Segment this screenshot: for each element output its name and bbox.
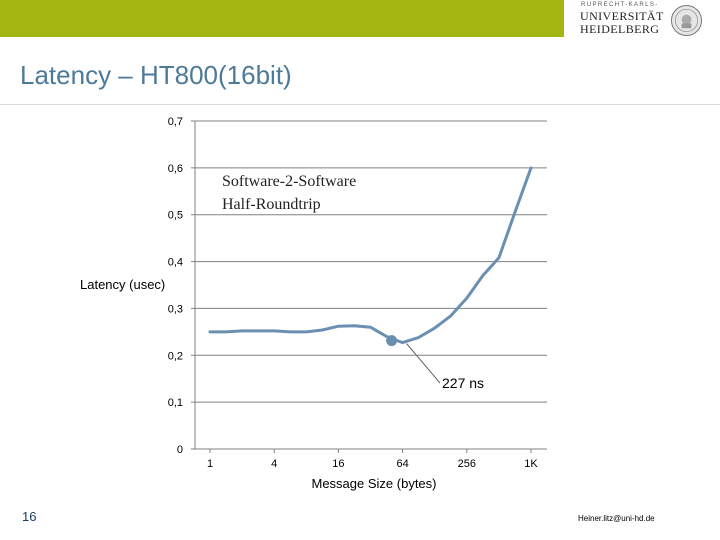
footer-email: Heiner.litz@uni-hd.de bbox=[578, 514, 655, 523]
y-tick-labels: 0 0,1 0,2 0,3 0,4 0,5 0,6 0,7 bbox=[168, 116, 183, 456]
axes bbox=[194, 121, 547, 450]
x-tick-label: 16 bbox=[332, 458, 344, 470]
y-tick-label: 0,7 bbox=[168, 116, 183, 128]
x-axis-title: Message Size (bytes) bbox=[312, 476, 437, 491]
x-tick-label: 64 bbox=[396, 458, 408, 470]
x-tick-label: 256 bbox=[458, 458, 476, 470]
y-tick-label: 0,5 bbox=[168, 210, 183, 222]
university-logo: RUPRECHT-KARLS- UNIVERSITÄT HEIDELBERG bbox=[578, 2, 718, 38]
header-bar bbox=[0, 0, 564, 37]
y-tick-label: 0,6 bbox=[168, 163, 183, 175]
annotations: Software-2-Software Half-Roundtrip 227 n… bbox=[222, 173, 484, 391]
latency-series-line bbox=[208, 166, 533, 345]
chart-annotation-line-1: Software-2-Software bbox=[222, 173, 356, 190]
y-tick-label: 0 bbox=[177, 444, 183, 456]
logo-top-line: RUPRECHT-KARLS- bbox=[581, 2, 659, 8]
x-tick-label: 4 bbox=[271, 458, 277, 470]
y-tick-label: 0,1 bbox=[168, 397, 183, 409]
logo-line-1: UNIVERSITÄT bbox=[580, 9, 664, 23]
latency-min-label: 227 ns bbox=[442, 375, 484, 391]
y-tick-label: 0,4 bbox=[168, 257, 183, 269]
x-tick-label: 1 bbox=[207, 458, 213, 470]
gridlines bbox=[191, 120, 547, 450]
series-layer bbox=[208, 166, 533, 384]
chart-annotation-line-2: Half-Roundtrip bbox=[222, 196, 321, 213]
university-seal-icon bbox=[670, 4, 703, 37]
latency-min-marker bbox=[386, 335, 398, 347]
y-tick-label: 0,2 bbox=[168, 350, 183, 362]
y-axis-title: Latency (usec) bbox=[80, 277, 165, 292]
x-tick-label: 1K bbox=[524, 458, 538, 470]
title-divider bbox=[0, 104, 720, 105]
logo-line-2: HEIDELBERG bbox=[580, 22, 660, 36]
slide-title: Latency – HT800(16bit) bbox=[20, 60, 292, 90]
latency-min-leader-line bbox=[406, 343, 441, 384]
y-tick-label: 0,3 bbox=[168, 303, 183, 315]
slide-number: 16 bbox=[22, 509, 37, 524]
x-tick-labels: 1 4 16 64 256 1K bbox=[207, 449, 538, 470]
